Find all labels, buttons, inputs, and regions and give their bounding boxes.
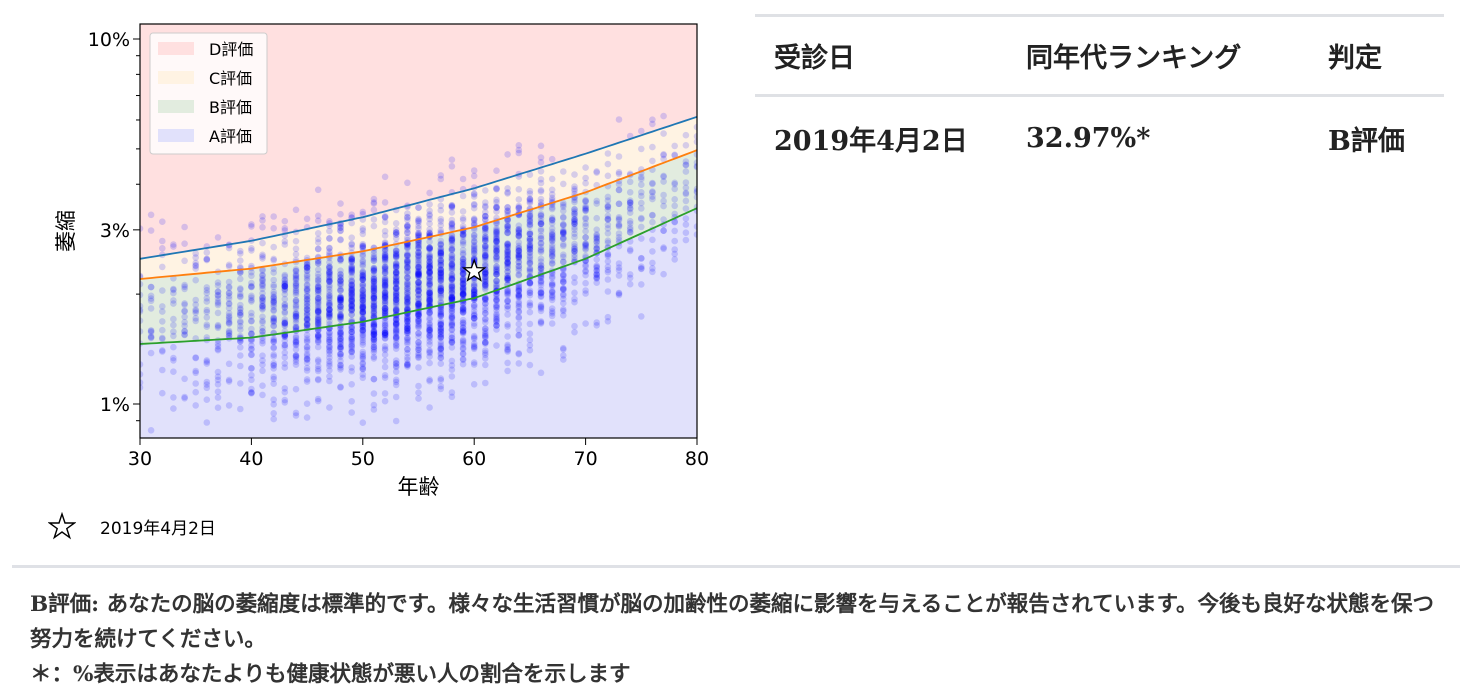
table-row: 2019年4月2日 32.97%* B評価: [755, 96, 1444, 180]
x-tick-label: 30: [128, 448, 152, 470]
legend-swatch: [158, 100, 194, 113]
curve-d-c-boundary: [140, 115, 697, 260]
y-tick-label: 10%: [88, 29, 130, 51]
assessment-text: B評価: あなたの脳の萎縮度は標準的です。様々な生活習慣が脳の加齢性の萎縮に影響…: [30, 592, 1435, 652]
highlight-star-marker: [461, 258, 487, 282]
band-a: [140, 208, 697, 438]
scatter-points: [140, 112, 697, 434]
legend-label: A評価: [209, 127, 252, 146]
x-tick-label: 60: [462, 448, 486, 470]
chart-legend: D評価 C評価 B評価 A評価: [149, 32, 268, 155]
plot-area: [140, 24, 697, 438]
highlight-legend-label: 2019年4月2日: [100, 518, 216, 539]
legend-swatch: [158, 129, 194, 142]
highlight-legend: 2019年4月2日: [48, 512, 216, 540]
legend-label: D評価: [209, 40, 253, 59]
band-b: [140, 150, 697, 344]
atrophy-chart: 1% 3% 10% 30 40 50 60 70 80 年齢 萎縮 D評価 C評価 B評価 A評価: [0, 0, 740, 560]
header-exam-date: 受診日: [774, 43, 855, 74]
band-d: [140, 24, 697, 259]
legend-swatch: [158, 71, 194, 84]
plot-frame: [139, 23, 698, 439]
legend-label: C評価: [209, 69, 252, 88]
cell-exam-date: 2019年4月2日: [774, 125, 968, 157]
legend-swatch: [158, 42, 194, 55]
cell-age-ranking: 32.97%*: [1026, 122, 1151, 154]
chart-canvas: 1% 3% 10% 30 40 50 60 70 80 年齢 萎縮 D評価 C評価 B評価 A評価: [54, 23, 709, 499]
header-grade: 判定: [1328, 43, 1382, 74]
x-tick-label: 70: [574, 448, 598, 470]
assessment-comment: B評価: あなたの脳の萎縮度は標準的です。様々な生活習慣が脳の加齢性の萎縮に影響…: [30, 587, 1450, 692]
x-tick-label: 40: [239, 448, 263, 470]
band-c: [140, 116, 697, 279]
x-tick-label: 80: [685, 448, 709, 470]
header-age-ranking: 同年代ランキング: [1026, 43, 1242, 74]
legend-label: B評価: [209, 98, 252, 117]
star-outline-icon: [48, 512, 76, 540]
cell-grade: B評価: [1328, 125, 1405, 157]
result-table: 受診日 同年代ランキング 判定 2019年4月2日 32.97%* B評価: [755, 14, 1444, 180]
table-header-row: 受診日 同年代ランキング 判定: [755, 15, 1444, 96]
curve-b-a-boundary: [140, 207, 697, 345]
y-tick-label: 3%: [100, 220, 130, 242]
x-tick-label: 50: [351, 448, 375, 470]
curve-c-b-boundary: [140, 149, 697, 280]
x-axis-label: 年齢: [398, 475, 440, 499]
footnote-text: ＊：%表示はあなたよりも健康状態が悪い人の割合を示します: [30, 662, 631, 687]
section-divider: [12, 565, 1460, 568]
y-tick-label: 1%: [100, 394, 130, 416]
y-axis-label: 萎縮: [54, 210, 78, 252]
